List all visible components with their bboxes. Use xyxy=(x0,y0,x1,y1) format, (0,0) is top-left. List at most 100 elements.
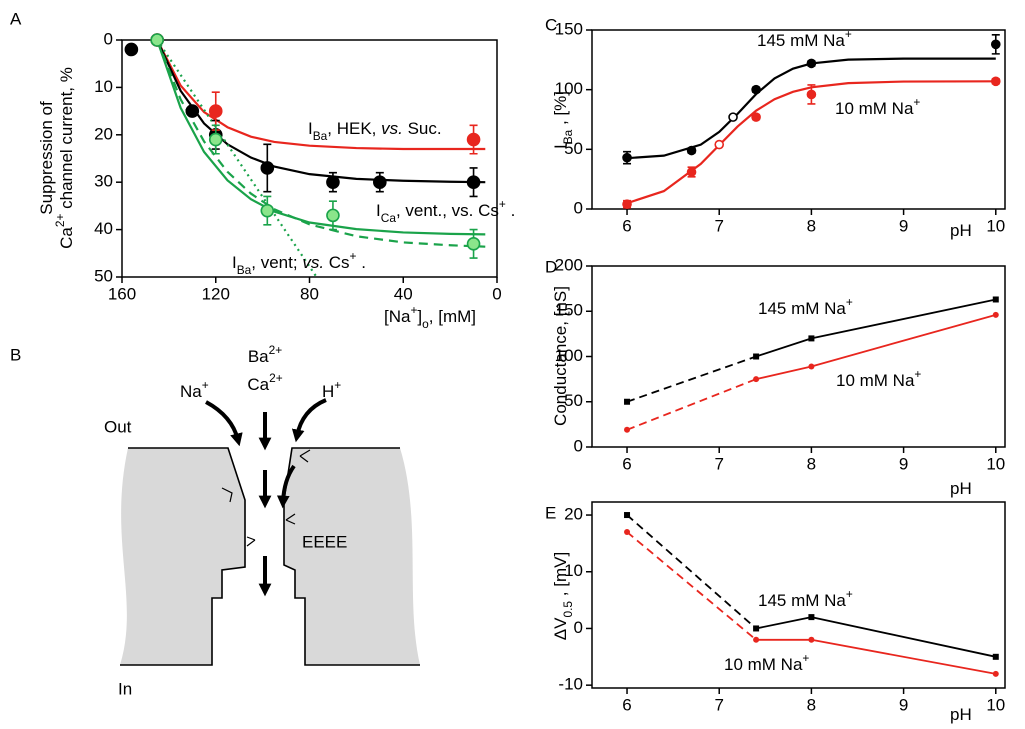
y-tick-label: 50 xyxy=(564,391,583,410)
text-run: 2+ xyxy=(269,371,283,385)
data-point xyxy=(992,296,999,303)
data-point xyxy=(808,363,815,370)
series-label: 10 mM Na+ xyxy=(836,367,921,390)
panel-letter: E xyxy=(545,503,556,522)
text-run: I xyxy=(308,119,313,138)
ion-label: Ba2+ xyxy=(248,343,282,366)
x-tick-label: 6 xyxy=(622,454,631,473)
x-tick-label: 0 xyxy=(492,284,501,303)
data-point xyxy=(124,42,139,57)
data-point xyxy=(260,161,275,175)
x-tick-label: 80 xyxy=(300,284,319,303)
fit-curve xyxy=(156,39,486,151)
fit-curve xyxy=(156,39,486,184)
text-run: , HEK, xyxy=(327,119,381,138)
data-point xyxy=(208,104,223,118)
data-point xyxy=(753,636,760,643)
line-segment xyxy=(755,365,812,381)
data-point xyxy=(326,208,340,223)
text-run: + xyxy=(202,378,209,392)
data-point xyxy=(808,636,815,643)
fit-curve xyxy=(156,39,318,278)
data-point xyxy=(751,84,761,95)
ion-label: Ca2+ xyxy=(247,371,282,394)
text-run: I xyxy=(376,201,381,220)
fit-curve xyxy=(156,39,486,236)
x-tick-label: 6 xyxy=(622,216,631,235)
data-point xyxy=(806,58,817,69)
text-run: I xyxy=(551,144,570,149)
x-tick-label: 40 xyxy=(394,284,413,303)
series-label: IBa, HEK, vs. Suc. xyxy=(308,119,442,143)
data-point xyxy=(808,614,815,621)
line-segment xyxy=(811,314,997,368)
panel-letter: A xyxy=(10,9,22,28)
line-segment xyxy=(811,638,996,675)
x-tick-label: 8 xyxy=(807,454,816,473)
y-tick-label: 0 xyxy=(574,436,583,455)
x-tick-label: 9 xyxy=(899,695,908,714)
panel-letter: C xyxy=(545,15,557,34)
y-tick-label: 50 xyxy=(564,139,583,158)
text-run: Cs xyxy=(324,253,350,272)
data-point xyxy=(728,112,738,122)
channel-diagram xyxy=(120,398,420,666)
data-point xyxy=(714,139,725,150)
data-point xyxy=(624,398,631,405)
data-point xyxy=(150,33,164,47)
membrane-right xyxy=(284,448,420,665)
y-axis-label: IBa , [%] xyxy=(551,91,575,149)
text-run: Conductance, [nS] xyxy=(551,286,570,426)
flux-arrow xyxy=(276,464,296,509)
x-tick-label: 10 xyxy=(986,695,1005,714)
data-point xyxy=(992,670,999,677)
x-tick-label: 7 xyxy=(714,454,723,473)
text-run: 0.5 xyxy=(561,601,575,618)
data-point xyxy=(992,653,999,660)
text-run: pH xyxy=(950,479,972,498)
text-run: 10 mM Na xyxy=(836,371,915,390)
text-run: + xyxy=(350,249,357,263)
text-run: . xyxy=(357,253,366,272)
ion-label: Na+ xyxy=(180,378,209,401)
text-run: , [%] xyxy=(551,91,570,130)
data-point xyxy=(624,426,631,433)
text-run: I xyxy=(232,253,237,272)
line-segment xyxy=(626,531,757,641)
text-run: 2+ xyxy=(269,343,283,357)
data-point xyxy=(622,152,632,163)
data-point xyxy=(753,625,760,632)
text-run: , vent., vs. Cs xyxy=(396,201,499,220)
text-run: + xyxy=(846,295,853,309)
data-point xyxy=(751,112,761,122)
data-point xyxy=(326,175,340,189)
data-point xyxy=(753,376,760,383)
x-tick-label: 9 xyxy=(899,454,908,473)
series-label: 10 mM Na+ xyxy=(835,95,920,118)
text-run: Ba xyxy=(561,129,575,144)
y-tick-label: 10 xyxy=(94,77,113,96)
series-label: 145 mM Na+ xyxy=(757,27,852,50)
data-point xyxy=(753,353,760,360)
region-label: In xyxy=(118,679,132,698)
data-point xyxy=(466,175,481,189)
binding-site xyxy=(221,449,311,547)
text-run: 145 mM Na xyxy=(758,299,846,318)
membrane-right-edge xyxy=(283,447,420,666)
y-axis-label: Ca2+ channel current, % xyxy=(53,67,76,249)
y-tick-label: 100 xyxy=(555,79,583,98)
data-point xyxy=(990,39,1001,50)
y-axis-label: ΔV0.5 , [mV] xyxy=(551,552,575,640)
text-run: channel current, % xyxy=(57,67,76,213)
y-tick-label: 0 xyxy=(104,29,113,48)
data-point xyxy=(806,89,817,100)
data-point xyxy=(686,145,697,156)
text-run: + xyxy=(845,27,852,41)
text-run: 145 mM Na xyxy=(757,31,845,50)
text-run: , [mM] xyxy=(429,307,476,326)
x-axis-label: pH xyxy=(950,221,972,240)
line-segment xyxy=(811,298,996,340)
data-point xyxy=(624,512,631,519)
y-tick-label: 0 xyxy=(574,198,583,217)
